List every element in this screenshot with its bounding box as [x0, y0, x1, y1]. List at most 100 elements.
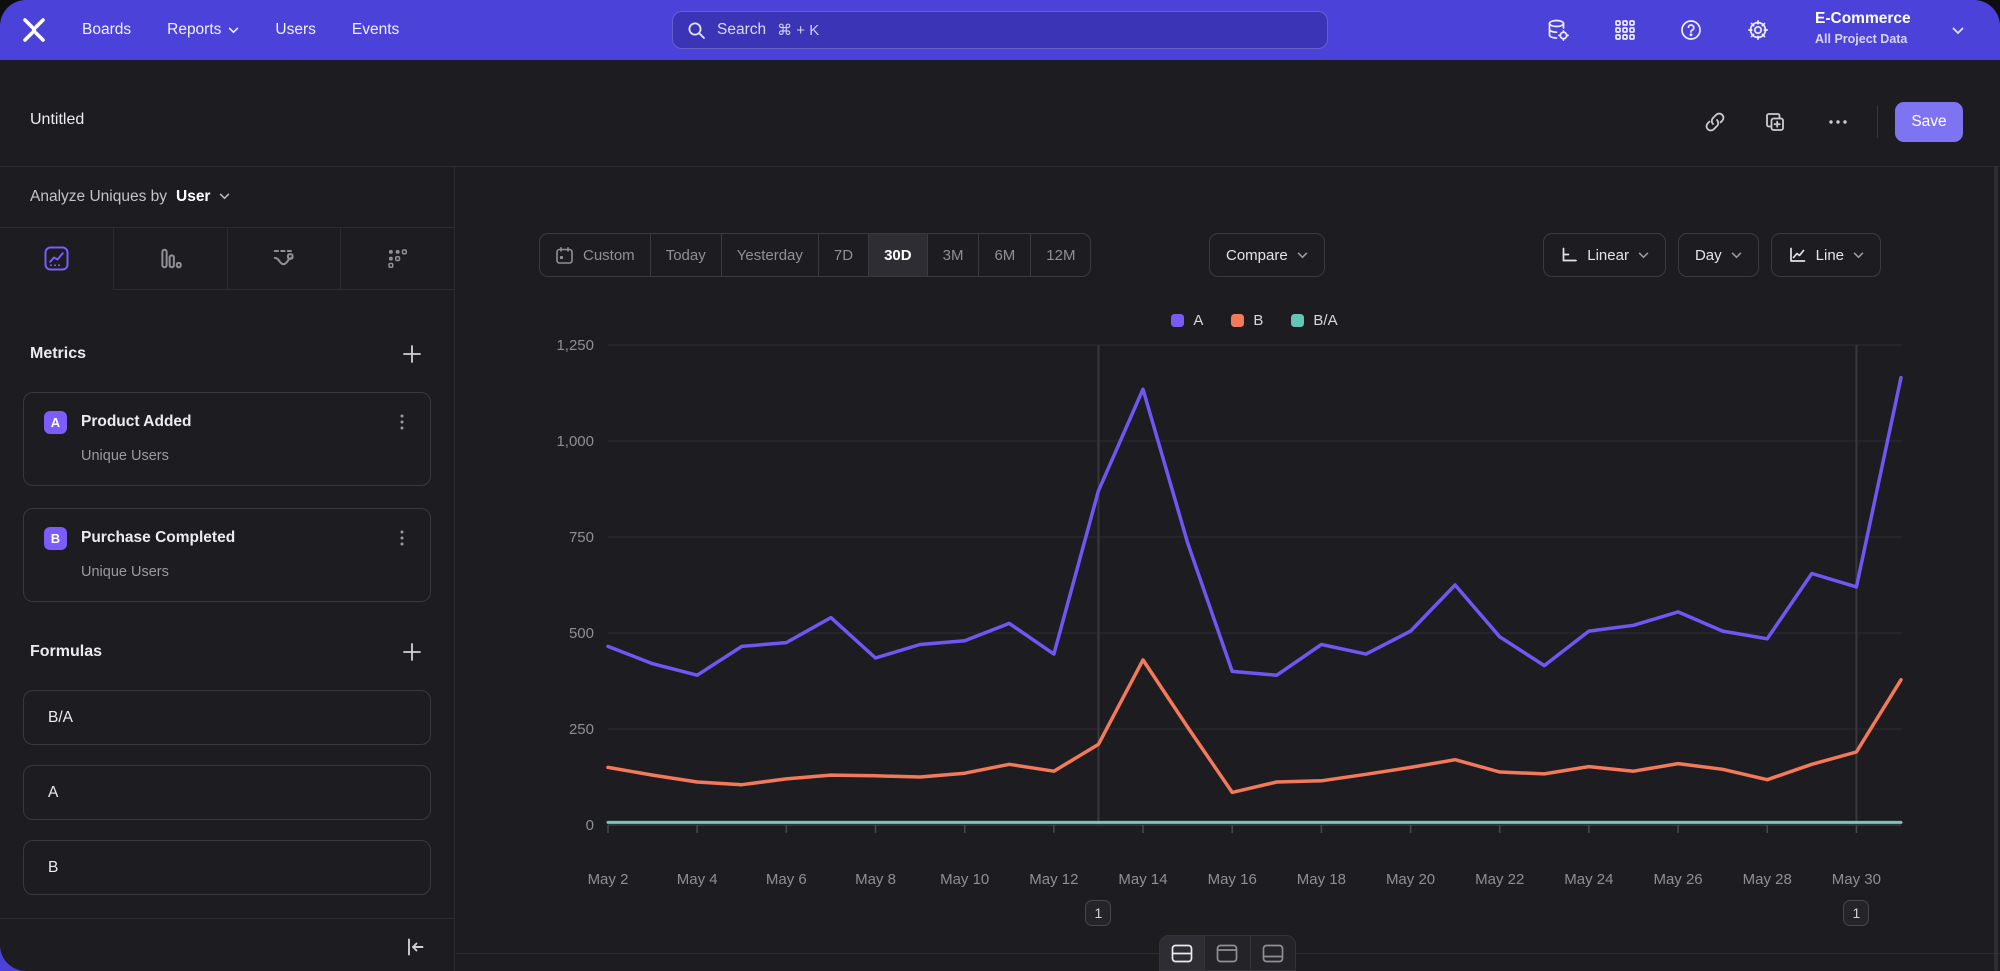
legend-swatch [1231, 314, 1245, 327]
tab-bar-chart[interactable] [112, 228, 227, 290]
search-input[interactable]: Search ⌘ + K [672, 11, 1328, 49]
range-yesterday[interactable]: Yesterday [720, 234, 818, 276]
nav-item-events[interactable]: Events [352, 21, 399, 39]
formula-card-b-a[interactable]: B/A [23, 690, 431, 745]
x-axis-label: May 26 [1653, 871, 1702, 888]
y-axis-label: 1,250 [556, 337, 594, 354]
analyze-value-dropdown[interactable]: User [176, 187, 211, 205]
view-layout-toggle [1159, 935, 1296, 971]
metric-measure[interactable]: Unique Users [81, 564, 169, 580]
interval-dropdown[interactable]: Day [1677, 233, 1759, 277]
formula-card-a[interactable]: A [23, 765, 431, 820]
search-shortcut: ⌘ + K [777, 22, 820, 39]
sidebar-footer [0, 918, 454, 971]
nav-item-boards[interactable]: Boards [82, 21, 131, 39]
chart-canvas: Custom Today Yesterday 7D 30D 3M 6M 12M Compare [456, 166, 2000, 971]
calendar-icon [556, 246, 573, 264]
range-today[interactable]: Today [649, 234, 721, 276]
help-icon[interactable] [1679, 18, 1703, 42]
range-12m[interactable]: 12M [1030, 234, 1090, 276]
chart-view-icon [1217, 944, 1238, 962]
compare-button[interactable]: Compare [1209, 233, 1325, 277]
range-label: 30D [884, 246, 912, 264]
x-axis-label: May 18 [1297, 871, 1346, 888]
tab-insights-line[interactable] [0, 228, 113, 290]
legend-item-b-a[interactable]: B/A [1291, 312, 1338, 329]
metric-card-a[interactable]: A Product Added Unique Users [23, 392, 431, 486]
view-chart-button[interactable] [1204, 936, 1249, 970]
kebab-menu-icon[interactable] [394, 413, 410, 431]
nav-item-users[interactable]: Users [275, 21, 315, 39]
nav-item-reports[interactable]: Reports [167, 21, 239, 39]
nav-links: Boards Reports Users Events [82, 0, 399, 60]
annotation-badge[interactable]: 1 [1085, 900, 1112, 926]
view-split-button[interactable] [1160, 936, 1205, 970]
x-axis-label: May 14 [1118, 871, 1167, 888]
project-scope: All Project Data [1815, 31, 1908, 46]
range-label: Custom [583, 246, 635, 264]
nav-item-label: Reports [167, 21, 222, 38]
scale-dropdown[interactable]: Linear [1543, 233, 1666, 277]
copy-link-icon[interactable] [1703, 110, 1727, 134]
x-axis-label: May 30 [1832, 871, 1881, 888]
collapse-sidebar-icon[interactable] [404, 936, 426, 958]
y-axis-label: 0 [586, 817, 594, 834]
x-axis-label: May 10 [940, 871, 989, 888]
nav-item-label: Events [351, 21, 400, 38]
add-metric-button[interactable] [400, 342, 424, 366]
legend-label: A [1193, 312, 1204, 329]
annotation-badge[interactable]: 1 [1843, 900, 1870, 926]
series-line-a[interactable] [606, 375, 1903, 677]
data-management-icon[interactable] [1546, 18, 1570, 42]
scale-label: Linear [1587, 246, 1629, 264]
y-axis-label: 1,000 [556, 433, 594, 450]
range-label: 7D [833, 246, 854, 264]
x-axis-label: May 24 [1564, 871, 1613, 888]
x-axis-label: May 4 [677, 871, 718, 888]
x-axis-label: May 28 [1743, 871, 1792, 888]
duplicate-icon[interactable] [1763, 110, 1787, 134]
apps-grid-icon[interactable] [1613, 18, 1637, 42]
chevron-down-icon [1731, 252, 1741, 258]
tab-retention[interactable] [340, 228, 454, 290]
top-nav: Boards Reports Users Events Search ⌘ + K [0, 0, 2000, 60]
metric-badge: A [44, 410, 67, 434]
range-30d[interactable]: 30D [868, 234, 927, 276]
formula-card-b[interactable]: B [23, 840, 431, 895]
legend-item-b[interactable]: B [1231, 312, 1263, 329]
analyze-row: Analyze Uniques by User [0, 166, 454, 228]
scrollbar[interactable] [1994, 166, 1998, 971]
tab-flows[interactable] [226, 228, 341, 290]
range-7d[interactable]: 7D [817, 234, 868, 276]
range-3m[interactable]: 3M [926, 234, 979, 276]
range-6m[interactable]: 6M [978, 234, 1030, 276]
x-axis-label: May 22 [1475, 871, 1524, 888]
range-label: 12M [1046, 246, 1076, 264]
interval-label: Day [1694, 246, 1722, 264]
legend-item-a[interactable]: A [1171, 312, 1203, 329]
metric-name: Product Added [81, 413, 192, 430]
chevron-down-icon [220, 193, 230, 200]
line-chart[interactable]: 0 250 500 750 1,000 1,250 May 2 May 4 May 6 May 8… [456, 166, 2000, 971]
settings-gear-icon[interactable] [1746, 18, 1770, 42]
metric-name: Purchase Completed [81, 529, 236, 546]
bar-chart-icon [161, 248, 182, 269]
range-custom[interactable]: Custom [540, 234, 650, 276]
series-line-b[interactable] [606, 658, 1903, 795]
more-options-icon[interactable] [1826, 110, 1850, 134]
kebab-menu-icon[interactable] [394, 529, 410, 547]
metrics-title: Metrics [30, 345, 87, 362]
report-window: Untitled Save Analyze Uniques by User [0, 60, 2000, 971]
mixpanel-logo-icon[interactable] [20, 16, 48, 44]
report-title[interactable]: Untitled [30, 111, 85, 128]
view-table-button[interactable] [1249, 936, 1295, 970]
project-switcher[interactable]: E-Commerce All Project Data [1815, 11, 1911, 45]
add-formula-button[interactable] [400, 640, 424, 664]
chart-type-dropdown[interactable]: Line [1770, 233, 1881, 277]
metric-card-b[interactable]: B Purchase Completed Unique Users [23, 508, 431, 602]
x-axis-label: May 6 [766, 871, 807, 888]
line-chart-icon [44, 246, 69, 271]
metric-measure[interactable]: Unique Users [81, 448, 169, 464]
retention-grid-icon [388, 249, 408, 268]
save-button[interactable]: Save [1895, 102, 1963, 142]
